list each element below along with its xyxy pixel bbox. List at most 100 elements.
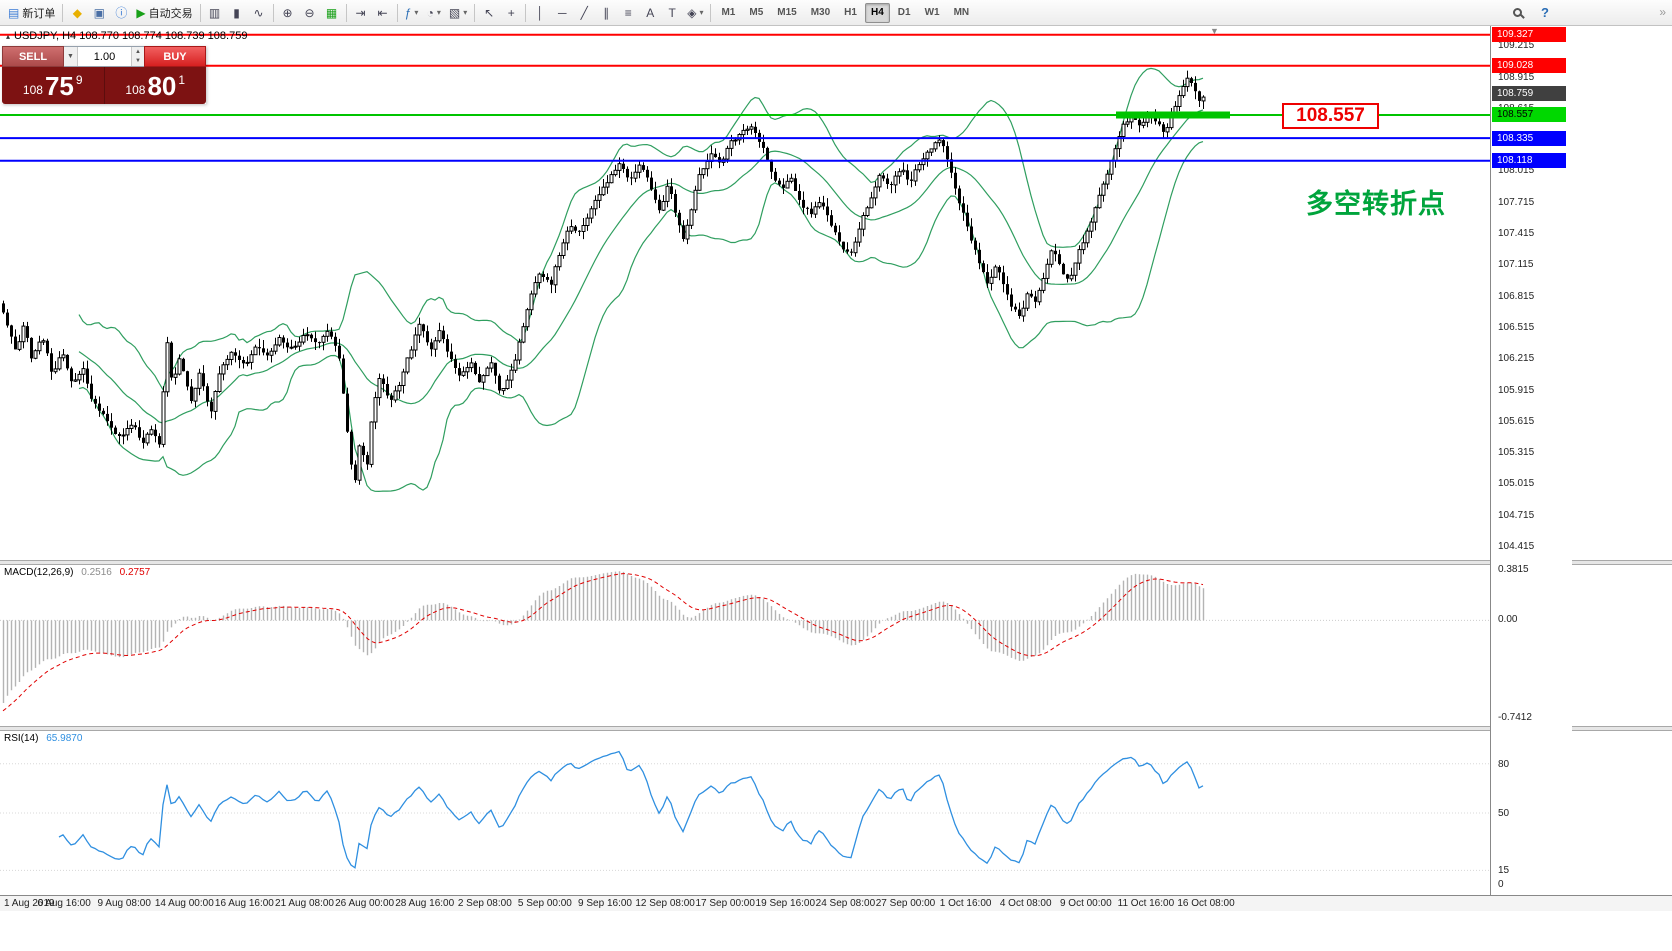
timeframe-m1[interactable]: M1 <box>715 3 741 23</box>
horizontal-line-button[interactable]: ─ <box>551 2 573 24</box>
timeframe-mn[interactable]: MN <box>948 3 976 23</box>
help-button[interactable]: ? <box>1534 2 1556 24</box>
timeframe-h1[interactable]: H1 <box>838 3 863 23</box>
price-tick-label: 108.015 <box>1498 165 1535 177</box>
macd-chart <box>0 571 1490 712</box>
time-tick-label: 28 Aug 16:00 <box>395 898 455 909</box>
chevron-down-icon: ▾ <box>699 8 704 17</box>
timeframe-m30[interactable]: M30 <box>805 3 836 23</box>
equidistant-channel-button[interactable]: ∥ <box>595 2 617 24</box>
rsi-axis-label: 50 <box>1498 808 1510 819</box>
bar-chart-mode-button[interactable]: ▥ <box>204 2 226 24</box>
main-chart-plot[interactable] <box>0 26 1490 560</box>
indicators-button[interactable]: ƒ ▾ <box>401 2 423 24</box>
arrows-button[interactable]: ◈ ▾ <box>683 2 707 24</box>
text-button[interactable]: A <box>639 2 661 24</box>
rsi-panel[interactable] <box>0 731 1490 895</box>
crosshair-button[interactable]: + <box>500 2 522 24</box>
fibonacci-icon: ≡ <box>624 5 632 20</box>
timeframe-m15[interactable]: M15 <box>771 3 802 23</box>
price-tick-label: 105.315 <box>1498 447 1535 459</box>
macd-header: MACD(12,26,9) 0.2516 0.2757 <box>4 567 150 578</box>
data-window-button[interactable]: ⓘ <box>110 2 132 24</box>
volume-down-icon[interactable]: ▼ <box>132 56 144 66</box>
toolbar-separator <box>710 3 712 22</box>
buy-price-button[interactable]: 108 80 1 <box>105 67 207 104</box>
sell-price-button[interactable]: 108 75 9 <box>2 67 105 104</box>
new-order-button[interactable]: ▤ 新订单 <box>4 2 59 24</box>
buy-price-pips: 80 <box>147 71 177 101</box>
volume-up-icon[interactable]: ▲ <box>132 47 144 57</box>
chevron-down-icon: ▾ <box>463 8 468 17</box>
toolbar-separator <box>272 3 274 22</box>
price-scale-box: 109.028 <box>1492 58 1566 74</box>
buy-price-figure: 108 <box>125 83 146 97</box>
timeframe-h4[interactable]: H4 <box>864 2 890 23</box>
sell-price-pipette: 9 <box>75 73 83 87</box>
macd-axis-label: -0.7412 <box>1498 712 1532 724</box>
new-order-icon: ▤ <box>8 5 20 20</box>
one-click-toggle-icon[interactable]: ▴ <box>6 31 11 41</box>
toolbar-left-groups: ▤ 新订单 ◆ ▣ ⓘ ▶ 自动交易 ▥ ▮ ∿ ⊕ ⊖ ▦ ⇥ ⇤ ƒ ▾ ◔ ▾ ▧ ▾ ↖ + │ ─ ╱ ∥ ≡ A T ◈ ▾ <box>4 2 707 24</box>
auto-scroll-button[interactable]: ⇥ <box>350 2 372 24</box>
trendline-button[interactable]: ╱ <box>573 2 595 24</box>
chevron-down-icon: ▾ <box>436 8 441 17</box>
price-scale-box: 108.335 <box>1492 130 1566 146</box>
vertical-line-button[interactable]: │ <box>529 2 551 24</box>
print-button[interactable]: ▣ <box>88 2 110 24</box>
zoom-in-button[interactable]: ⊕ <box>277 2 299 24</box>
line-chart-mode-button[interactable]: ∿ <box>248 2 270 24</box>
vertical-line-icon: │ <box>536 5 544 20</box>
text-icon: A <box>646 5 655 20</box>
time-tick-label: 5 Sep 00:00 <box>517 898 572 909</box>
price-tick-label: 106.215 <box>1498 353 1535 365</box>
sell-button[interactable]: SELL <box>2 46 64 67</box>
chart-shift-button[interactable]: ⇤ <box>372 2 394 24</box>
price-scale[interactable]: 109.215108.915108.615108.315108.015107.7… <box>1490 26 1572 895</box>
panel-splitter[interactable] <box>0 560 1672 565</box>
tile-windows-button[interactable]: ▦ <box>321 2 343 24</box>
macd-panel[interactable] <box>0 565 1490 726</box>
toolbar-separator <box>474 3 476 22</box>
buy-button[interactable]: BUY <box>144 46 206 67</box>
label-button[interactable]: T <box>661 2 683 24</box>
volume-dropdown-icon[interactable]: ▼ <box>64 47 78 66</box>
rsi-chart <box>0 750 1490 871</box>
horizontal-line-icon: ─ <box>557 5 567 20</box>
macd-value-signal: 0.2757 <box>119 567 151 578</box>
auto-trading-button-label: 自动交易 <box>148 7 193 20</box>
volume-control: ▼ 1.00 ▲ ▼ <box>64 46 144 67</box>
cursor-button[interactable]: ↖ <box>478 2 500 24</box>
toolbar-overflow-icon[interactable]: » <box>1659 5 1666 19</box>
time-tick-label: 17 Sep 00:00 <box>695 898 755 909</box>
periods-button[interactable]: ◔ ▾ <box>423 2 445 24</box>
zoom-out-button[interactable]: ⊖ <box>299 2 321 24</box>
charts-menu-button[interactable]: ◆ <box>66 2 88 24</box>
timeframe-m5[interactable]: M5 <box>743 3 769 23</box>
search-icon <box>1512 8 1522 17</box>
price-tick-label: 107.115 <box>1498 259 1534 271</box>
volume-input[interactable]: 1.00 <box>93 50 116 63</box>
rsi-axis-label: 0 <box>1498 879 1504 890</box>
time-tick-label: 16 Oct 08:00 <box>1177 898 1235 909</box>
price-tick-label: 105.615 <box>1498 415 1535 427</box>
chart-window: 109.215108.915108.615108.315108.015107.7… <box>0 26 1672 895</box>
time-tick-label: 1 Aug 2019 <box>4 898 55 909</box>
price-tick-label: 105.915 <box>1498 384 1535 396</box>
timeframe-d1[interactable]: D1 <box>892 3 917 23</box>
macd-label: MACD(12,26,9) <box>4 567 74 578</box>
chart-shift-marker-icon[interactable]: ▼ <box>1210 26 1219 36</box>
timeframe-w1[interactable]: W1 <box>919 3 946 23</box>
price-tick-label: 104.715 <box>1498 509 1535 521</box>
time-tick-label: 27 Sep 00:00 <box>875 898 936 909</box>
auto-trading-button[interactable]: ▶ 自动交易 <box>132 2 196 24</box>
templates-button[interactable]: ▧ ▾ <box>445 2 471 24</box>
auto-scroll-icon: ⇥ <box>355 5 366 20</box>
charts-menu-icon: ◆ <box>72 5 82 20</box>
search-button[interactable] <box>1506 2 1528 24</box>
panel-splitter[interactable] <box>0 726 1672 731</box>
zoom-out-icon: ⊖ <box>304 5 315 20</box>
candlestick-mode-button[interactable]: ▮ <box>226 2 248 24</box>
fibonacci-button[interactable]: ≡ <box>617 2 639 24</box>
time-scale[interactable]: 1 Aug 2019 6 Aug 16:00 9 Aug 08:00 14 Aug 0… <box>0 895 1672 911</box>
